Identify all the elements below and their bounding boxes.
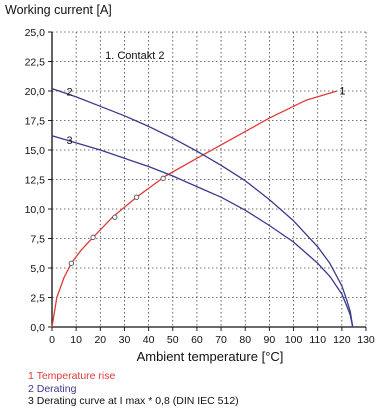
curve-label-2: 2 bbox=[66, 87, 72, 99]
data-marker bbox=[133, 194, 140, 200]
y-tick-label: 22,5 bbox=[25, 57, 46, 69]
grid bbox=[48, 31, 367, 331]
axes bbox=[51, 32, 366, 328]
curve-2 bbox=[51, 87, 354, 328]
x-tick-label: 70 bbox=[215, 334, 227, 346]
y-tick-label: 5,0 bbox=[30, 263, 45, 275]
y-tick-label: 2,5 bbox=[30, 293, 45, 305]
x-tick-label: 80 bbox=[239, 334, 251, 346]
x-tick-label: 100 bbox=[285, 334, 303, 346]
y-axis-label: Working current [A] bbox=[5, 3, 112, 17]
curve-label-3: 3 bbox=[66, 135, 72, 147]
x-tick-label: 110 bbox=[309, 334, 326, 346]
x-tick-label: 50 bbox=[167, 334, 179, 346]
curve-1 bbox=[51, 90, 338, 328]
chart-annotation: 1. Contakt 2 bbox=[105, 50, 164, 62]
curve-labels: 1 2 3 1. Contakt 2 bbox=[66, 50, 345, 147]
data-marker bbox=[160, 175, 166, 181]
legend-item-1: 1 Temperature rise bbox=[28, 370, 116, 382]
x-tick-label: 120 bbox=[333, 334, 351, 346]
x-axis-label: Ambient temperature [°C] bbox=[136, 349, 284, 364]
legend-item-2: 2 Derating bbox=[28, 382, 77, 395]
tick-labels: 0 10 20 30 40 50 60 70 80 90 100 110 120 130 0,0 2,5 5,0… bbox=[25, 27, 375, 346]
legend-item-3: 3 Derating curve at I max * 0,8 (DIN IEC… bbox=[28, 395, 239, 407]
x-tick-label: 30 bbox=[119, 334, 131, 346]
x-tick-label: 60 bbox=[191, 334, 203, 346]
x-tick-label: 90 bbox=[264, 334, 276, 346]
x-tick-label: 0 bbox=[49, 334, 55, 346]
curves bbox=[51, 87, 354, 328]
curve-3 bbox=[51, 135, 354, 328]
curve-label-1: 1 bbox=[339, 86, 345, 98]
data-marker bbox=[90, 234, 96, 240]
y-tick-label: 25,0 bbox=[25, 27, 46, 39]
y-tick-label: 17,5 bbox=[25, 116, 46, 128]
y-tick-label: 12,5 bbox=[25, 175, 46, 187]
x-tick-label: 20 bbox=[94, 334, 106, 346]
x-tick-label: 130 bbox=[357, 334, 375, 346]
y-tick-label: 20,0 bbox=[25, 86, 46, 98]
data-marker bbox=[68, 260, 74, 266]
y-tick-label: 15,0 bbox=[25, 145, 46, 157]
data-marker bbox=[112, 214, 118, 220]
x-tick-label: 40 bbox=[143, 334, 155, 346]
x-tick-label: 10 bbox=[70, 334, 82, 346]
legend: 1 Temperature rise 2 Derating 3 Derating… bbox=[28, 370, 239, 408]
markers bbox=[68, 175, 166, 266]
y-tick-label: 7,5 bbox=[30, 234, 45, 246]
y-tick-label: 0,0 bbox=[30, 322, 45, 334]
y-tick-label: 10,0 bbox=[25, 204, 46, 216]
